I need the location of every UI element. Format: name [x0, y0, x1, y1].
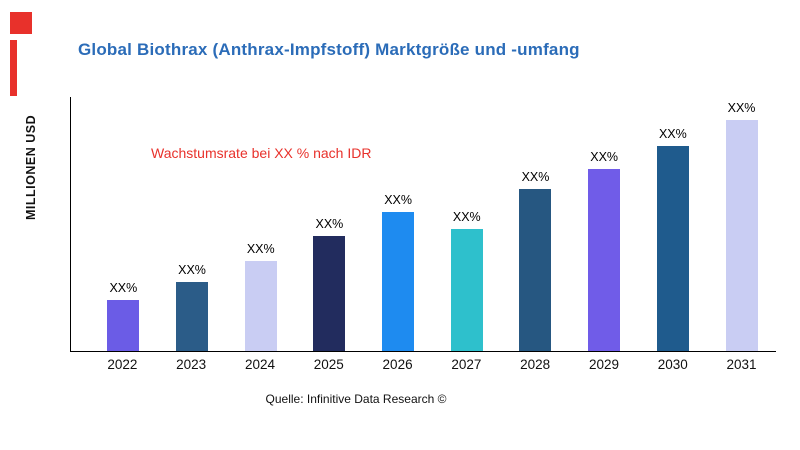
x-tick-2025: 2025: [313, 357, 344, 372]
bar-value-label-2029: XX%: [590, 149, 619, 164]
x-tick-2024: 2024: [244, 357, 275, 372]
bar-group-2028: XX%: [518, 97, 552, 351]
x-tick-2026: 2026: [382, 357, 413, 372]
x-tick-labels: 2022 2023 2024 2025 2026 2027 2028 2029 2030 2031: [70, 357, 776, 372]
bars-container: XX% XX% XX% XX% XX% XX% XX% XX% XX% XX%: [71, 97, 776, 351]
bar-group-2031: XX%: [725, 97, 759, 351]
bar-value-label-2028: XX%: [521, 170, 550, 185]
source-note: Quelle: Infinitive Data Research ©: [265, 392, 447, 406]
bar-2023: [176, 281, 209, 351]
brand-red-strip: [10, 40, 17, 96]
bar-2027: [450, 228, 483, 351]
x-tick-2027: 2027: [451, 357, 482, 372]
chart-title: Global Biothrax (Anthrax-Impfstoff) Mark…: [78, 40, 580, 59]
growth-rate-annotation: Wachstumsrate bei XX % nach IDR: [151, 145, 372, 161]
x-tick-2030: 2030: [657, 357, 688, 372]
bar-2024: [244, 260, 277, 351]
bar-value-label-2022: XX%: [109, 281, 138, 296]
bar-group-2030: XX%: [656, 97, 690, 351]
x-tick-2023: 2023: [176, 357, 207, 372]
x-tick-2029: 2029: [588, 357, 619, 372]
bar-value-label-2026: XX%: [384, 193, 412, 208]
y-axis-label: MILLIONEN USD: [24, 114, 38, 220]
bar-value-label-2030: XX%: [658, 126, 687, 141]
brand-red-square: [10, 12, 32, 34]
bar-2028: [519, 189, 552, 351]
x-tick-2031: 2031: [726, 357, 757, 372]
bar-group-2022: XX%: [106, 97, 140, 351]
bar-group-2025: XX%: [312, 97, 346, 351]
bar-value-label-2031: XX%: [727, 101, 756, 116]
bar-value-label-2025: XX%: [315, 216, 344, 231]
bar-2026: [382, 212, 415, 351]
bar-value-label-2027: XX%: [452, 209, 481, 224]
bar-2030: [656, 145, 689, 351]
bar-2031: [725, 120, 758, 351]
bar-group-2023: XX%: [175, 97, 209, 351]
bar-2022: [107, 300, 140, 351]
bar-group-2029: XX%: [587, 97, 621, 351]
bar-group-2026: XX%: [381, 97, 415, 351]
bar-group-2024: XX%: [244, 97, 278, 351]
x-tick-2022: 2022: [107, 357, 138, 372]
bar-2029: [588, 168, 621, 351]
x-tick-2028: 2028: [520, 357, 551, 372]
bar-value-label-2024: XX%: [246, 241, 275, 256]
bar-2025: [313, 235, 346, 351]
plot-area: Wachstumsrate bei XX % nach IDR XX% XX% XX…: [70, 97, 776, 352]
bar-value-label-2023: XX%: [178, 262, 206, 277]
bar-group-2027: XX%: [450, 97, 484, 351]
